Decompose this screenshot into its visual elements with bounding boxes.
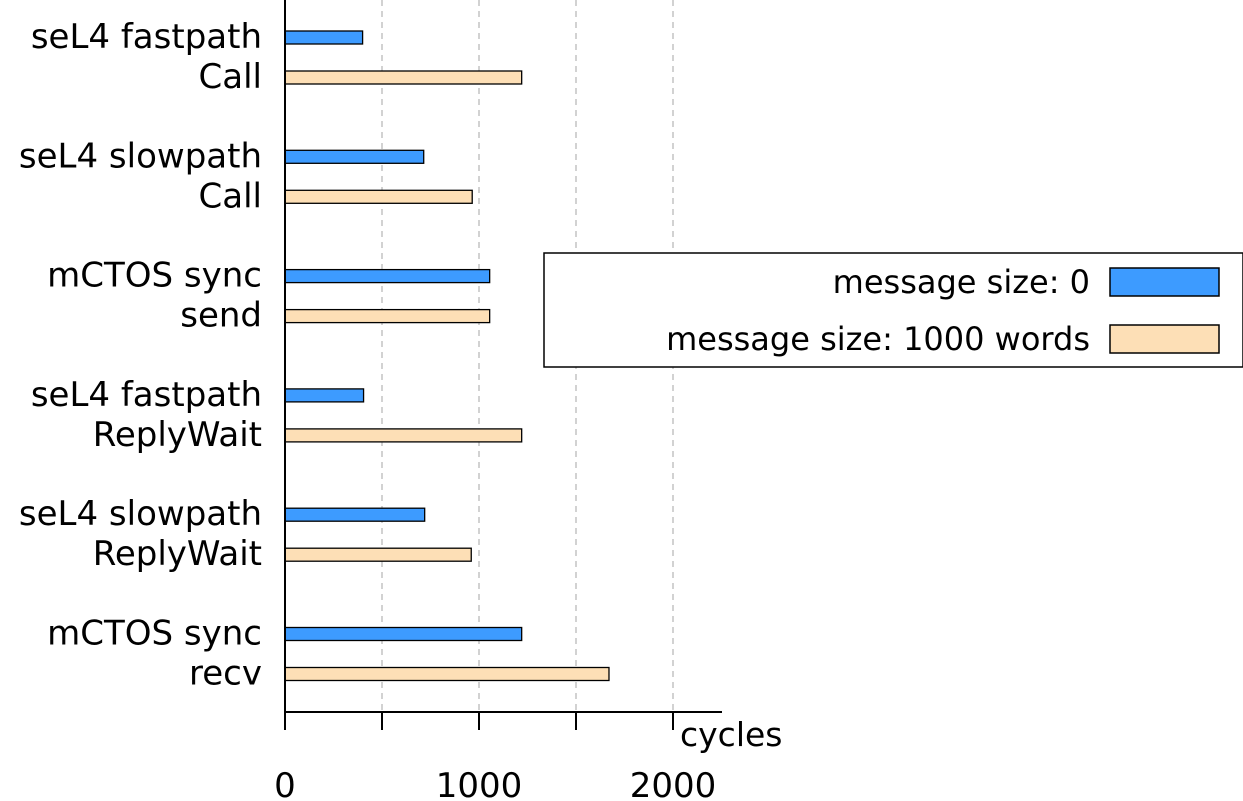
category-label: seL4 fastpath: [31, 375, 262, 415]
category-label: Call: [199, 176, 262, 216]
category-label: recv: [189, 654, 262, 694]
bar-message-size-1000: [284, 189, 473, 204]
x-tick-label: 1000: [436, 766, 523, 801]
category-label: mCTOS sync: [47, 256, 262, 296]
category-label: send: [180, 296, 262, 336]
bar-message-size-0: [284, 268, 491, 284]
legend-swatch: [1109, 324, 1220, 354]
legend-label: message size: 0: [833, 263, 1090, 301]
x-tick-labels: 0 1000 2000: [274, 766, 716, 801]
bar-message-size-1000: [284, 547, 472, 562]
bar-message-size-0: [284, 388, 365, 403]
category-label: mCTOS sync: [47, 614, 262, 654]
legend-label: message size: 1000 words: [666, 320, 1090, 358]
bar-message-size-0: [284, 507, 426, 522]
category-label: Call: [199, 57, 262, 97]
category-label: ReplyWait: [93, 534, 262, 574]
category-label: seL4 slowpath: [19, 136, 262, 176]
bar-message-size-1000: [284, 70, 523, 85]
bar-message-size-0: [284, 626, 523, 642]
bar-message-size-1000: [284, 428, 523, 443]
bar-message-size-0: [284, 149, 425, 164]
axes: [284, 0, 722, 730]
legend-swatch: [1109, 267, 1220, 297]
category-label: ReplyWait: [93, 415, 262, 455]
x-tick-label: 0: [274, 766, 296, 801]
bar-message-size-0: [284, 30, 364, 45]
category-label: seL4 fastpath: [31, 17, 262, 57]
category-label: seL4 slowpath: [19, 494, 262, 534]
bar-message-size-1000: [284, 308, 491, 324]
x-tick-label: 2000: [630, 766, 717, 801]
bar-message-size-1000: [284, 666, 610, 682]
legend: message size: 0 message size: 1000 words: [543, 252, 1243, 368]
x-axis-unit-label: cycles: [680, 715, 782, 754]
bars: [284, 30, 610, 682]
